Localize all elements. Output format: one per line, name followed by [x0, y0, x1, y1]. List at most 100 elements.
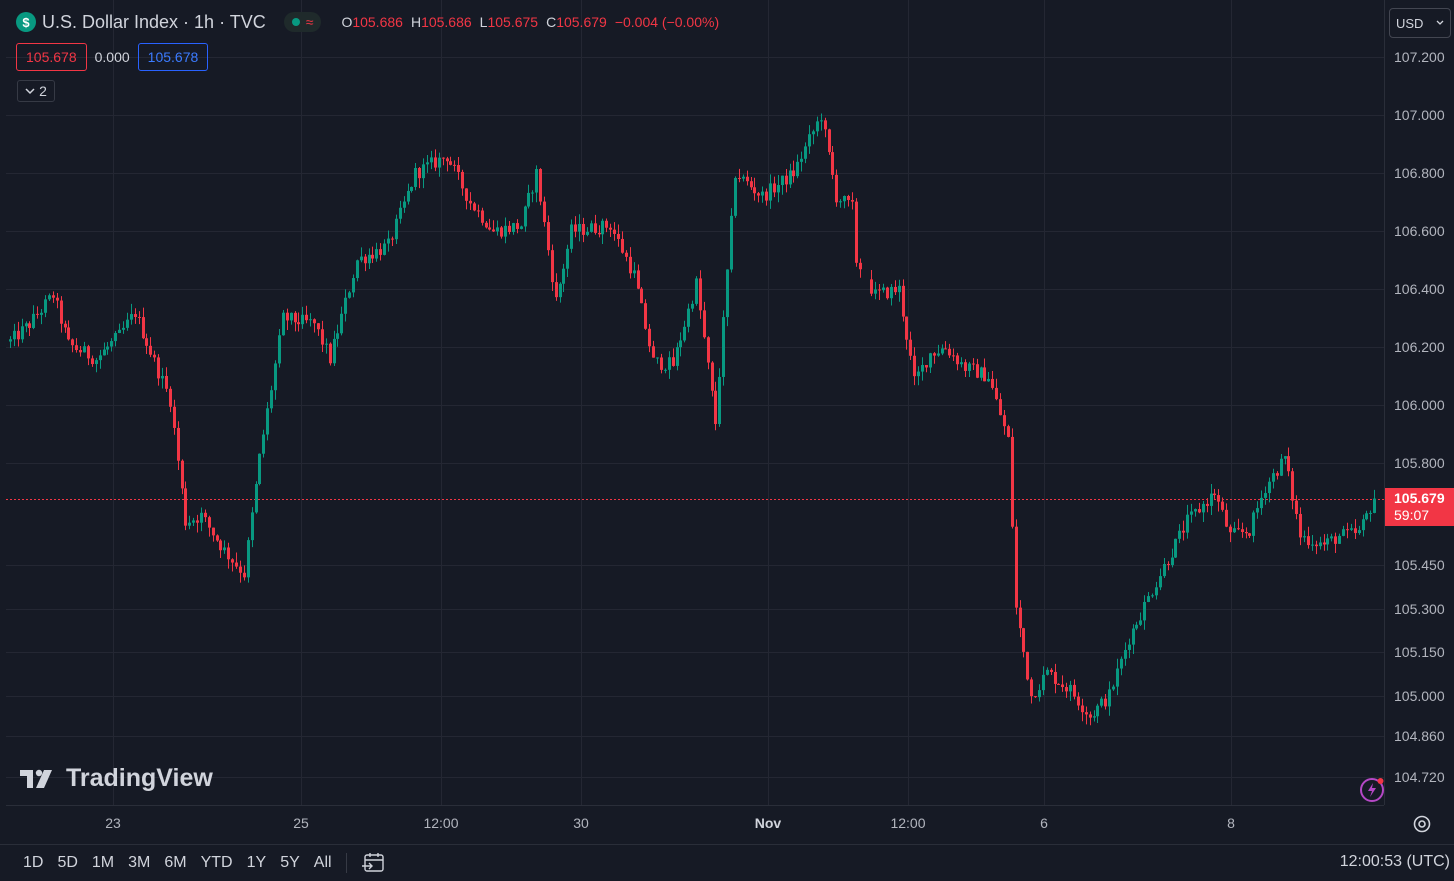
candle-body	[902, 285, 905, 317]
time-axis-tick-label: 23	[105, 815, 121, 831]
candle-body	[1167, 563, 1170, 566]
candle-body	[1373, 498, 1376, 513]
candle-body	[481, 210, 484, 223]
candle-body	[956, 355, 959, 365]
candle-body	[169, 388, 172, 407]
candle-body	[465, 188, 468, 201]
range-1d-button[interactable]: 1D	[23, 853, 44, 871]
candle-body	[601, 220, 604, 235]
candle-body	[905, 316, 908, 340]
candle-body	[395, 218, 398, 240]
currency-select[interactable]: USD	[1389, 8, 1451, 38]
candle-body	[1350, 528, 1353, 530]
indicators-toggle-button[interactable]: 2	[17, 80, 55, 102]
candle-body	[1104, 698, 1107, 707]
candle-body	[208, 517, 211, 528]
candle-body	[278, 335, 281, 364]
range-1m-button[interactable]: 1M	[91, 853, 115, 871]
range-ytd-button[interactable]: YTD	[200, 853, 233, 871]
candle-body	[672, 357, 675, 366]
candle-body	[485, 222, 488, 228]
candle-body	[145, 338, 148, 346]
candle-body	[753, 187, 756, 194]
range-1y-button[interactable]: 1Y	[246, 853, 267, 871]
go-to-date-icon[interactable]	[361, 851, 387, 875]
candle-body	[1089, 714, 1092, 718]
lightning-icon[interactable]	[1358, 776, 1386, 804]
candle-body	[726, 269, 729, 318]
change-value: −0.004 (−0.00%)	[614, 14, 720, 30]
candle-body	[348, 292, 351, 298]
candle-body	[21, 326, 24, 340]
tradingview-watermark[interactable]: TradingView	[20, 764, 213, 793]
candle-body	[1315, 544, 1318, 547]
candle-body	[851, 200, 854, 202]
candle-body	[539, 169, 542, 202]
market-status[interactable]: ≈	[283, 12, 322, 32]
candle-body	[714, 390, 717, 425]
range-5y-button[interactable]: 5Y	[280, 853, 300, 871]
candle-body	[796, 161, 799, 177]
bottom-toolbar: 1D 5D 1M 3M 6M YTD 1Y 5Y All 12:00:53 (U…	[0, 844, 1454, 881]
last-price-value: 105.679	[1394, 490, 1445, 506]
candle-body	[188, 522, 191, 526]
candle-body	[138, 316, 141, 318]
candle-body	[258, 453, 261, 485]
candle-body	[598, 232, 601, 235]
chevron-down-icon	[1436, 20, 1444, 25]
utc-clock[interactable]: 12:00:53 (UTC)	[1339, 853, 1450, 870]
candle-body	[859, 262, 862, 270]
chevron-down-icon	[25, 88, 35, 95]
candle-body	[239, 566, 242, 573]
candle-body	[1124, 649, 1127, 659]
candle-body	[418, 167, 421, 179]
candle-body	[9, 339, 12, 342]
candle-body	[785, 175, 788, 185]
candle-body	[937, 353, 940, 356]
range-all-button[interactable]: All	[313, 853, 332, 871]
candle-body	[1338, 535, 1341, 544]
candle-body	[590, 223, 593, 232]
symbol-title[interactable]: U.S. Dollar Index · 1h · TVC	[42, 11, 266, 32]
candle-body	[192, 520, 195, 523]
candle-body	[48, 295, 51, 300]
candle-body	[430, 157, 433, 163]
candle-body	[235, 562, 238, 567]
dollar-icon[interactable]: $	[16, 12, 36, 32]
candle-body	[656, 357, 659, 359]
candle-body	[153, 354, 156, 358]
settings-gear-icon[interactable]	[1410, 812, 1434, 836]
candle-body	[149, 345, 152, 355]
candle-body	[453, 164, 456, 166]
candle-body	[403, 201, 406, 208]
candle-body	[761, 191, 764, 196]
candle-body	[251, 512, 254, 541]
candle-body	[792, 170, 795, 177]
candle-body	[1284, 456, 1287, 459]
candle-body	[1264, 493, 1267, 498]
price-axis-tick-label: 105.300	[1394, 601, 1445, 617]
candle-body	[543, 201, 546, 223]
buy-button[interactable]: 105.678	[137, 43, 209, 71]
candle-body	[216, 535, 219, 541]
time-axis-tick-label: 6	[1040, 815, 1048, 831]
candle-body	[1248, 533, 1251, 536]
candle-body	[524, 206, 527, 227]
range-3m-button[interactable]: 3M	[128, 853, 151, 871]
range-5d-button[interactable]: 5D	[57, 853, 78, 871]
candle-body	[130, 314, 133, 320]
candle-body	[44, 299, 47, 313]
low-label: L	[479, 14, 488, 30]
candle-body	[995, 387, 998, 400]
candle-body	[106, 346, 109, 350]
last-price-label: 105.679 59:07	[1385, 488, 1454, 526]
range-6m-button[interactable]: 6M	[164, 853, 187, 871]
candle-body	[1135, 624, 1138, 629]
candle-body	[1069, 684, 1072, 692]
candle-body	[831, 152, 834, 175]
candle-body	[325, 343, 328, 345]
candle-body	[496, 227, 499, 232]
candle-body	[321, 329, 324, 345]
sell-button[interactable]: 105.678	[16, 43, 87, 71]
